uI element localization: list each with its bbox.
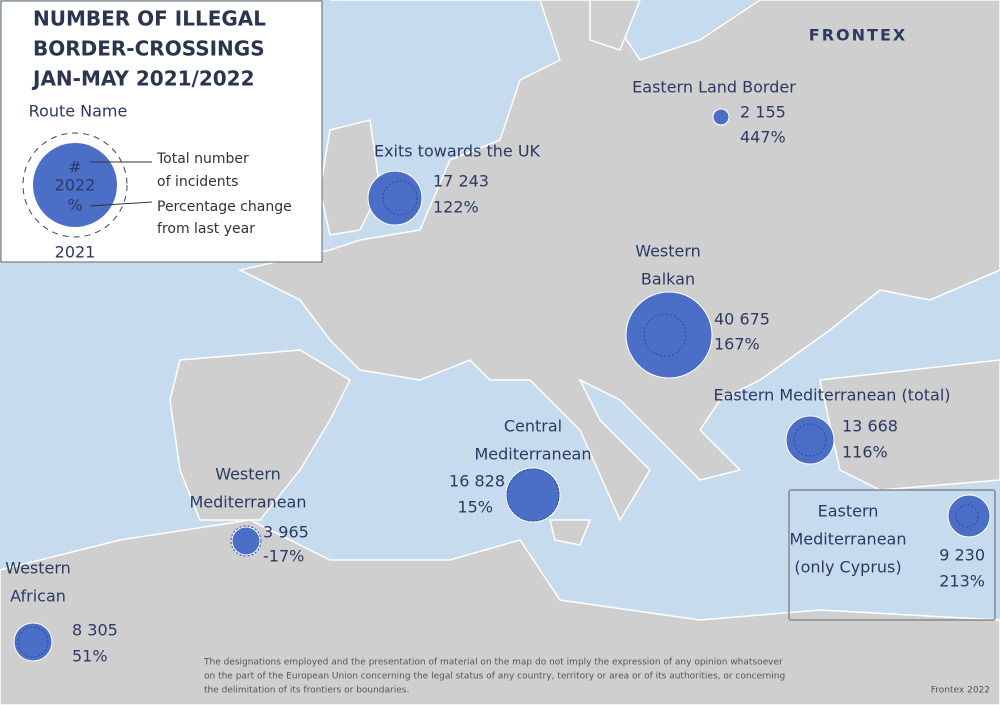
legend-dashed bbox=[22, 132, 128, 238]
route-name: Western bbox=[5, 559, 71, 578]
route-incidents: 8 305 bbox=[72, 621, 118, 640]
legend-circle-text: % bbox=[67, 196, 82, 215]
legend-circle-text: 2022 bbox=[55, 176, 96, 195]
route-change: 116% bbox=[842, 443, 888, 462]
legend-text: from last year bbox=[157, 221, 255, 237]
route-circle bbox=[13, 622, 53, 662]
route-incidents: 16 828 bbox=[449, 472, 505, 491]
disclaimer: The designations employed and the presen… bbox=[203, 658, 783, 668]
route-change: 15% bbox=[457, 498, 493, 517]
legend-text: Total number bbox=[156, 151, 249, 167]
legend-route-name: Route Name bbox=[29, 102, 128, 121]
route-name: Western bbox=[635, 242, 701, 261]
route-incidents: 17 243 bbox=[433, 172, 489, 191]
legend-year: 2021 bbox=[55, 243, 96, 262]
legend-text: Percentage change bbox=[157, 199, 292, 215]
route-change: 447% bbox=[740, 128, 786, 147]
route-circle bbox=[625, 291, 713, 379]
title: BORDER-CROSSINGS bbox=[33, 37, 265, 61]
route-incidents: 9 230 bbox=[939, 546, 985, 565]
credit: Frontex 2022 bbox=[931, 686, 990, 696]
route-circle bbox=[947, 494, 991, 538]
route-incidents: 40 675 bbox=[714, 310, 770, 329]
route-incidents: 3 965 bbox=[263, 523, 309, 542]
route-circle bbox=[785, 415, 835, 465]
route-change: 167% bbox=[714, 335, 760, 354]
route-circle bbox=[505, 467, 561, 523]
disclaimer: on the part of the European Union concer… bbox=[204, 672, 785, 682]
route-circle bbox=[231, 526, 261, 556]
legend-text: of incidents bbox=[157, 174, 238, 190]
disclaimer: the delimitation of its frontiers or bou… bbox=[204, 686, 409, 696]
route-name: Eastern Land Border bbox=[632, 78, 796, 97]
route-name: Exits towards the UK bbox=[374, 142, 541, 161]
route-name: Eastern bbox=[818, 502, 879, 521]
route-name: Mediterranean bbox=[475, 445, 592, 464]
route-change: -17% bbox=[263, 547, 304, 566]
route-change: 122% bbox=[433, 198, 479, 217]
route-incidents: 2 155 bbox=[740, 103, 786, 122]
route-name: Central bbox=[504, 417, 562, 436]
title: NUMBER OF ILLEGAL bbox=[33, 7, 266, 31]
route-name: (only Cyprus) bbox=[794, 558, 901, 577]
legend-box bbox=[0, 0, 323, 263]
route-name: African bbox=[10, 587, 66, 606]
route-name: Eastern Mediterranean (total) bbox=[713, 386, 950, 405]
route-circles bbox=[13, 108, 991, 662]
logo: FRONTEX bbox=[809, 26, 907, 45]
route-circle bbox=[712, 108, 730, 126]
route-change: 51% bbox=[72, 647, 108, 666]
legend-pointer bbox=[89, 201, 153, 207]
route-circle bbox=[367, 170, 423, 226]
route-name: Mediterranean bbox=[190, 493, 307, 512]
route-incidents: 13 668 bbox=[842, 417, 898, 436]
route-change: 213% bbox=[939, 572, 985, 591]
title: JAN-MAY 2021/2022 bbox=[31, 67, 255, 91]
legend-circle-text: # bbox=[68, 158, 81, 177]
route-name: Mediterranean bbox=[790, 530, 907, 549]
cyprus-box bbox=[788, 489, 996, 621]
route-name: Western bbox=[215, 465, 281, 484]
route-name: Balkan bbox=[641, 270, 695, 289]
